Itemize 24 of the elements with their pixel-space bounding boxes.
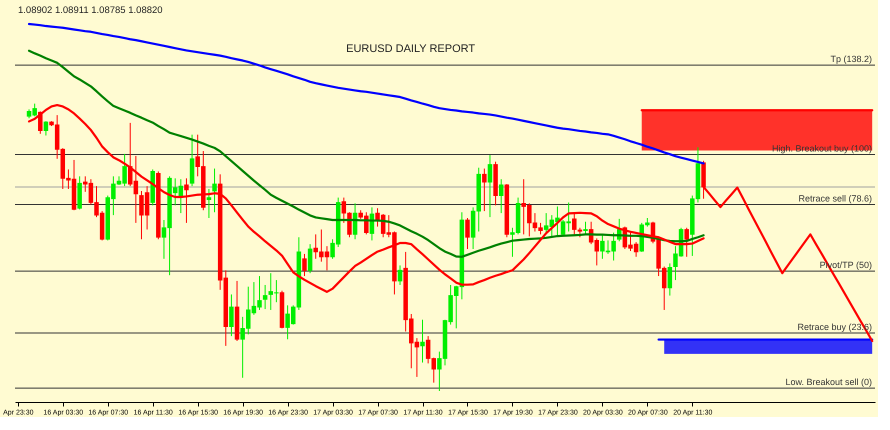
candlestick	[308, 244, 312, 274]
candlestick	[370, 206, 374, 241]
candlestick	[465, 217, 470, 250]
ref-line-label: Tp (138.2)	[830, 54, 872, 64]
candlestick	[488, 154, 492, 218]
ref-line-label: Retrace sell (78.6)	[798, 193, 872, 204]
text: 1.08902 1.08911 1.08785 1.08820	[18, 5, 163, 16]
chart-title: EURUSD DAILY REPORT	[346, 43, 476, 56]
candlestick	[420, 319, 425, 364]
candlestick	[212, 168, 217, 213]
candlestick	[206, 188, 212, 218]
candlestick	[583, 221, 588, 235]
candlestick	[684, 227, 689, 258]
candlestick	[184, 178, 189, 224]
candlestick	[498, 178, 504, 214]
candlestick	[302, 253, 307, 277]
candlestick	[229, 294, 234, 337]
candlestick	[398, 264, 402, 286]
candlestick	[352, 202, 358, 240]
candlestick	[668, 262, 672, 296]
candlestick	[262, 284, 268, 310]
candlestick	[482, 168, 487, 212]
candlestick	[44, 120, 48, 136]
ref-line-label: Low. Breakout sell (0)	[785, 377, 872, 388]
